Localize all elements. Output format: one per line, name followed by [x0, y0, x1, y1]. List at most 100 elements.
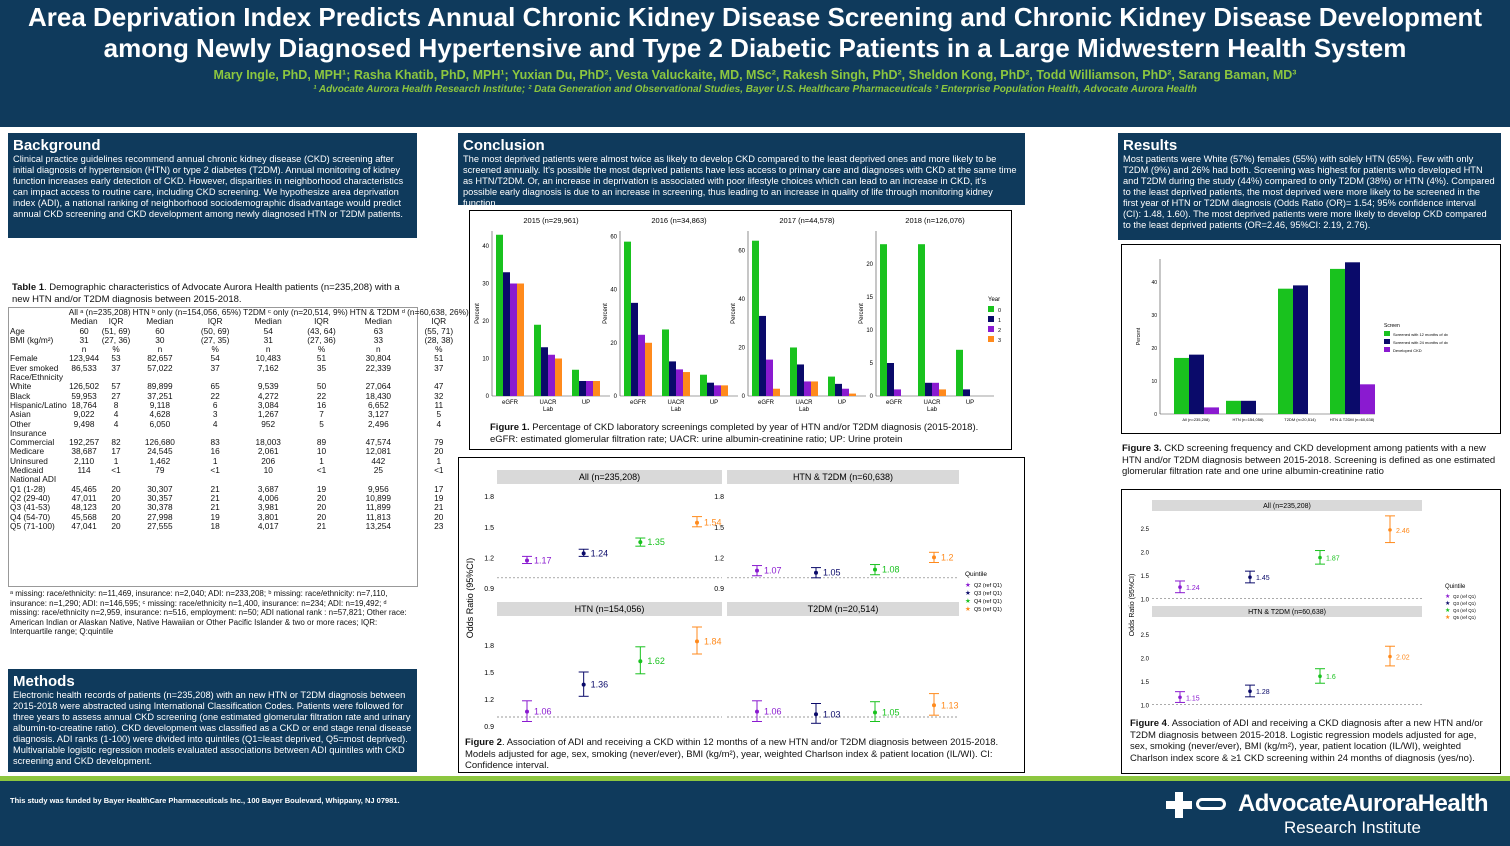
- table-row: Other 9,498 4 6,050 4 952 5 2,496 4: [9, 418, 470, 429]
- y-axis-label: Odds Ratio (95%CI): [1129, 574, 1136, 637]
- table-cell: 3: [212, 409, 218, 420]
- table-row: Insurance: [9, 428, 470, 438]
- table-cell: 6: [212, 399, 218, 410]
- table-cell: 2,110: [73, 455, 95, 466]
- data-label: 1.08: [882, 565, 900, 575]
- table-cell: 2,061: [257, 446, 279, 457]
- table-cell: National ADI: [10, 474, 57, 485]
- table-cell: 65: [210, 381, 220, 392]
- y-tick-label: 0: [742, 394, 746, 400]
- y-tick-label: 5: [870, 361, 874, 367]
- y-tick-label: 1.5: [484, 670, 494, 677]
- legend-marker: ★: [1445, 593, 1450, 600]
- bar: [624, 241, 631, 396]
- data-label: 1.06: [764, 707, 782, 717]
- table-row: Female 123,944 53 82,657 54 10,483 51 30,804 51: [9, 354, 470, 364]
- y-tick-label: 0: [486, 394, 490, 400]
- data-label: 1.6: [1326, 674, 1336, 681]
- data-label: 1.24: [591, 548, 609, 558]
- table-cell: 37,251: [147, 390, 173, 401]
- table-cell: (27, 36): [101, 334, 131, 345]
- legend-marker: ★: [965, 581, 971, 589]
- table-cell: 22: [210, 390, 220, 401]
- table-row: Age 60 (51, 69) 60 (50, 69) 54 (43, 64) 63 (55, …: [9, 325, 470, 336]
- table-cell: 3,687: [257, 483, 279, 494]
- x-tick-label: UACR: [923, 400, 941, 406]
- table-cell: 18,003: [255, 437, 281, 448]
- y-tick-label: 1.8: [714, 494, 724, 501]
- table-cell: 192,257: [69, 437, 100, 448]
- x-tick-label: UP: [582, 400, 590, 406]
- y-tick-label: 10: [482, 357, 489, 363]
- bar: [828, 376, 835, 396]
- x-tick-label: UACR: [539, 400, 557, 406]
- y-tick-label: 10: [866, 328, 873, 334]
- author-list: Mary Ingle, PhD, MPH¹; Rasha Khatib, PhD…: [213, 68, 1297, 82]
- table-cell: %: [435, 344, 443, 355]
- table-cell: 4: [113, 409, 119, 420]
- table-cell: (55, 71): [424, 325, 454, 336]
- table-cell: 952: [261, 418, 276, 429]
- panel-title: All (n=235,208): [1263, 503, 1311, 510]
- bar: [1189, 354, 1204, 414]
- bar: [586, 381, 593, 396]
- bar: [534, 324, 541, 396]
- table-cell: Median: [254, 316, 282, 327]
- bar: [835, 383, 842, 396]
- y-tick-label: 15: [866, 295, 873, 301]
- y-axis-label: Percent: [1136, 327, 1142, 345]
- legend-label: 1: [998, 318, 1001, 324]
- table-row: White 126,502 57 89,899 65 9,539 50 27,064 47: [9, 381, 470, 392]
- bar: [849, 393, 856, 396]
- logo-subtitle: Research Institute: [1283, 818, 1421, 837]
- table-cell: 22: [316, 390, 327, 401]
- table-row: BMI (kg/m²) 31 (27, 36) 30 (27, 35) 31 (27, 36…: [9, 334, 470, 345]
- table-row: Asian 9,022 4 4,628 3 1,267 7 3,127 5: [9, 409, 470, 420]
- point: [1248, 689, 1252, 693]
- table-cell: 20: [111, 511, 121, 522]
- data-label: 1.15: [1186, 695, 1200, 702]
- table-cell: 27,998: [147, 511, 173, 522]
- bar: [880, 244, 887, 396]
- data-label: 2.02: [1396, 655, 1410, 662]
- point: [638, 540, 643, 545]
- table-cell: 48,123: [71, 502, 97, 513]
- x-tick-label: Lab: [671, 407, 682, 413]
- legend-label: Q4 (ref Q1): [974, 599, 1002, 605]
- table-row: Commercial 192,257 82 126,680 83 18,003 89 47,5…: [9, 437, 470, 448]
- logo-name: AdvocateAuroraHealth: [1237, 790, 1489, 817]
- table-row: Race/Ethnicity: [9, 372, 470, 382]
- table-cell: <1: [210, 465, 220, 476]
- y-tick-label: 2.0: [1141, 550, 1150, 556]
- table-cell: 24,545: [147, 446, 173, 457]
- y-tick-label: 1.5: [714, 525, 724, 532]
- panel-title: HTN & T2DM (n=60,638): [1248, 609, 1326, 616]
- legend-label: Screened with 24 months of dx: [1393, 340, 1448, 345]
- table-cell: %: [317, 344, 326, 355]
- figure1-caption: Figure 1. Percentage of CKD laboratory s…: [490, 422, 979, 445]
- strip: [497, 602, 722, 616]
- figure4-caption: Figure 4. Association of ADI and receivi…: [1130, 718, 1483, 764]
- table-cell: (50, 69): [200, 325, 230, 336]
- table-cell: 82: [111, 437, 121, 448]
- data-label: 1.05: [823, 568, 841, 578]
- bar: [631, 302, 638, 396]
- y-tick-label: 0: [870, 394, 874, 400]
- table-cell: 27: [111, 390, 121, 401]
- table1-caption: Table 1. Demographic characteristics of …: [12, 282, 400, 305]
- bar: [939, 389, 946, 396]
- bar: [1330, 268, 1345, 414]
- y-axis-label: Percent: [475, 303, 481, 324]
- legend-marker: ★: [1445, 614, 1450, 621]
- point: [755, 709, 759, 714]
- table-cell: 13,254: [365, 520, 392, 531]
- table-cell: 37: [210, 362, 220, 373]
- bar: [963, 389, 970, 396]
- table-cell: 47,574: [365, 437, 392, 448]
- table-cell: 27,064: [365, 381, 392, 392]
- table-cell: Q5 (71-100): [10, 520, 55, 531]
- y-tick-label: 1.8: [484, 643, 494, 650]
- aah-logo: AdvocateAuroraHealth Research Institute: [1165, 790, 1489, 838]
- table-cell: 60: [155, 325, 165, 336]
- data-label: 1.87: [1326, 556, 1340, 563]
